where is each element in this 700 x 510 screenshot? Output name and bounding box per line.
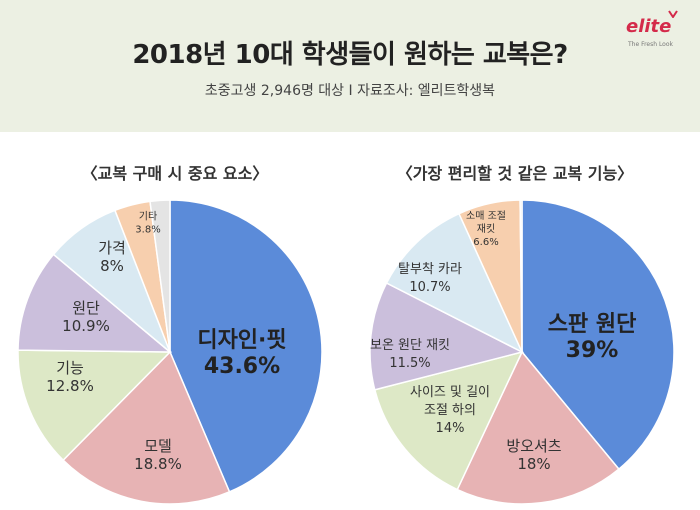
pie2-label-2: 사이즈 및 길이 조절 하의 14% <box>410 385 490 436</box>
pie-chart-convenient-features: 스판 원단 39% 방오셔츠 18% 사이즈 및 길이 조절 하의 14% 보온 원단 재킷 1… <box>369 199 675 505</box>
pie2-label-5: 소매 조절 재킷 6.6% <box>466 209 506 248</box>
pie1-label-4: 가격 8% <box>98 239 126 275</box>
pie2-slice-2 <box>373 350 524 491</box>
pie1-slice-1 <box>62 350 231 505</box>
chart2-title: 〈가장 편리할 것 같은 교복 기능〉 <box>396 164 634 183</box>
pie1-label-0: 디자인·핏 43.6% <box>197 328 286 379</box>
pie2-slice-3 <box>369 281 525 391</box>
logo-text: elite <box>626 16 672 37</box>
pie1-slice-0 <box>169 199 323 493</box>
pie1-label-5: 기타 3.8% <box>135 211 160 236</box>
pie2-slice-remainder <box>519 199 523 353</box>
pie1-slice-3 <box>17 253 173 353</box>
pie1-label-1: 모델 18.8% <box>134 437 182 473</box>
pie2-label-4: 탈부착 카라 10.7% <box>398 262 462 295</box>
pie2-label-3: 보온 원단 재킷 11.5% <box>370 338 450 371</box>
page-subtitle: 초중고생 2,946명 대상 I 자료조사: 엘리트학생복 <box>204 83 496 99</box>
logo-tagline: The Fresh Look <box>628 41 673 48</box>
logo-mark-icon <box>668 10 678 18</box>
pie2-slice-4 <box>385 212 524 354</box>
page-title: 2018년 10대 학생들이 원하는 교복은? <box>132 40 568 70</box>
brand-logo: elite The Fresh Look <box>616 8 696 54</box>
pie1-slice-2 <box>17 349 172 462</box>
pie1-slice-remainder <box>149 199 171 353</box>
pie2-slice-0 <box>521 199 675 471</box>
pie1-label-3: 원단 10.9% <box>62 299 110 335</box>
header-banner: 2018년 10대 학생들이 원하는 교복은? 초중고생 2,946명 대상 I… <box>0 0 700 132</box>
pie2-label-0: 스판 원단 39% <box>548 312 637 363</box>
pie2-slice-1 <box>456 350 620 505</box>
pie1-label-2: 기능 12.8% <box>46 359 94 395</box>
pie-chart-purchase-factors: 디자인·핏 43.6% 모델 18.8% 기능 12.8% 원단 10.9% 가격 8% 기타 3.8… <box>17 199 323 505</box>
pie2-label-1: 방오셔츠 18% <box>506 437 561 473</box>
chart1-title: 〈교복 구매 시 중요 요소〉 <box>81 164 269 183</box>
